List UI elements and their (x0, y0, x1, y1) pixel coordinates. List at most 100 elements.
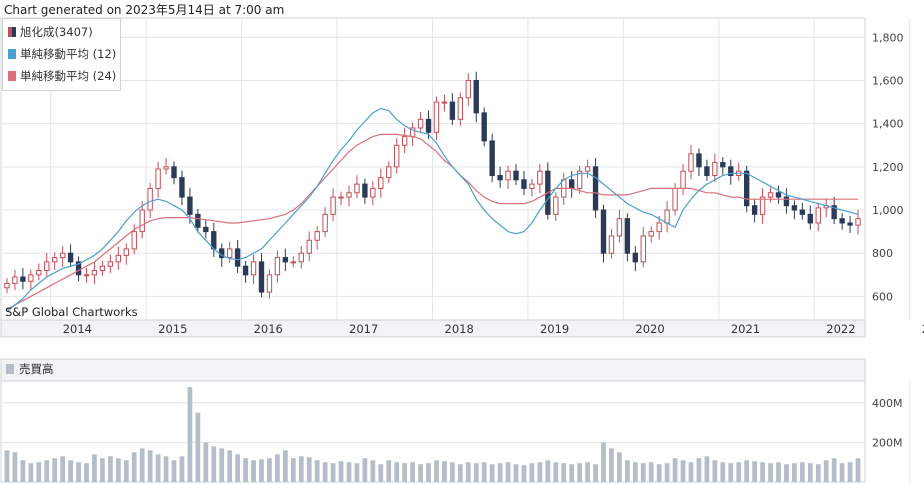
candle-body (370, 187, 376, 198)
volume-bar (330, 463, 336, 482)
candle-body (815, 207, 821, 224)
candle-body (187, 196, 193, 215)
candle-body (12, 276, 18, 284)
candle-body (592, 166, 599, 211)
volume-bar (275, 454, 280, 482)
candle-body (91, 269, 98, 276)
candle-body (425, 118, 432, 133)
x-tick-label: 2017 (349, 322, 378, 336)
volume-bar (823, 460, 829, 482)
volume-bar (370, 460, 376, 482)
volume-bar (12, 452, 18, 482)
volume-bar (680, 460, 686, 482)
candle-body (322, 213, 328, 233)
volume-bar (839, 463, 845, 482)
volume-bar (155, 454, 161, 482)
candle-body (155, 168, 161, 189)
candle-body (354, 183, 360, 194)
candle-body (759, 196, 766, 215)
volume-bar (768, 463, 773, 482)
volume-bar (577, 463, 583, 482)
candle-body (234, 248, 241, 267)
candle-body (608, 235, 615, 254)
candle-body (704, 166, 710, 176)
volume-bar (497, 463, 503, 482)
candle-body (115, 254, 122, 263)
volume-bar (20, 460, 26, 482)
legend-item-ma12[interactable]: 単純移動平均 (12) (3, 43, 120, 65)
candle-body (226, 248, 233, 259)
candle-body (44, 261, 50, 271)
candle-body (624, 218, 631, 254)
volume-bar (418, 464, 423, 482)
candle-body (441, 101, 448, 104)
volume-bar (624, 460, 630, 482)
volume-bar (704, 456, 710, 482)
candle-body (139, 209, 145, 233)
candle-body (783, 196, 790, 207)
legend-stock-label: 旭化成(3407) (20, 25, 93, 39)
volume-bar (601, 442, 606, 482)
volume-bar (744, 460, 750, 482)
volume-bar (521, 465, 527, 482)
candle-body (59, 252, 66, 259)
legend-ma24-label: 単純移動平均 (24) (20, 69, 117, 83)
candle-body (417, 118, 424, 129)
volume-bar (664, 463, 670, 482)
volume-bar (219, 448, 225, 482)
volume-bar (553, 462, 559, 482)
candle-body (648, 231, 654, 237)
candle-body (775, 192, 782, 198)
legend-item-ma24[interactable]: 単純移動平均 (24) (3, 65, 120, 87)
volume-bar (457, 464, 463, 482)
chart-generated-text: Chart generated on 2023年5月14日 at 7:00 am (4, 3, 285, 17)
volume-bar (847, 462, 853, 482)
price-y-tick-label: 1,600 (872, 74, 904, 87)
x-tick-label: 2019 (540, 322, 569, 336)
volume-bar (736, 462, 742, 482)
candle-body (131, 231, 137, 250)
volume-bar (529, 463, 535, 482)
x-axis-labels: 2014 2015 2016 2017 2018 2019 2020 2021 2022 2023 (63, 322, 924, 336)
candle-body (250, 261, 257, 276)
volume-bar (720, 462, 726, 482)
x-tick-label: 2022 (826, 322, 855, 336)
candle-body (242, 265, 249, 276)
volume-bar (179, 456, 185, 482)
volume-bar (537, 462, 543, 482)
candle-body (831, 205, 837, 220)
volume-bar (115, 458, 121, 482)
candle-body (67, 252, 74, 263)
ma24-line (6, 133, 858, 310)
legend-item-stock[interactable]: 旭化成(3407) (3, 21, 120, 43)
ma12-line (6, 107, 859, 312)
x-tick-label: 2016 (254, 322, 283, 336)
candle-body (52, 257, 58, 263)
candle-body (521, 179, 527, 189)
candle-body (529, 183, 535, 189)
candle-body (807, 213, 813, 224)
candle-body (4, 282, 10, 289)
x-tick-label: 2015 (158, 322, 187, 336)
volume-bar (807, 463, 813, 482)
volume-bar (617, 452, 622, 482)
volume-bar (656, 464, 662, 482)
candle-body (855, 218, 861, 226)
volume-bar (107, 456, 113, 482)
volume-bar (593, 464, 598, 482)
volume-bar (259, 459, 264, 482)
candle-body (743, 170, 750, 207)
x-tick-label: 2018 (445, 322, 474, 336)
volume-bar (434, 460, 439, 482)
candle-body (36, 269, 42, 276)
volume-bar (195, 412, 201, 482)
volume-bar (131, 452, 137, 482)
price-y-tick-label: 1,200 (872, 161, 904, 174)
volume-legend-label: 売買高 (19, 362, 54, 376)
volume-bar (784, 464, 789, 482)
volume-legend[interactable]: 売買高 (6, 361, 54, 377)
candle-body (107, 261, 114, 267)
candle-body (330, 196, 336, 215)
legend-ma12-label: 単純移動平均 (12) (20, 47, 117, 61)
candles (4, 71, 861, 299)
